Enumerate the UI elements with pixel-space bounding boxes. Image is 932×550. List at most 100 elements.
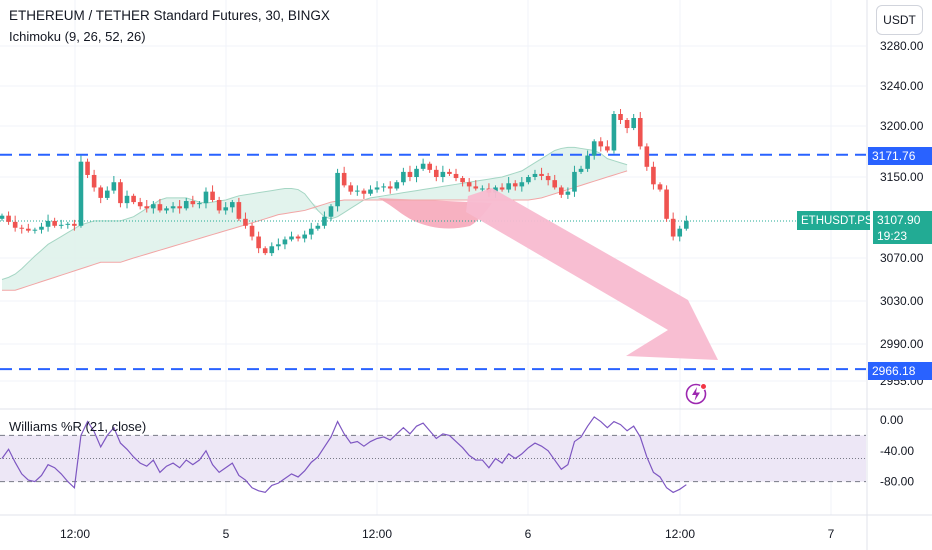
candle-body [210, 191, 215, 200]
candle-body [308, 228, 314, 235]
symbol-tag: ETHUSDT.PS [797, 211, 873, 230]
time-tick-label: 12:00 [362, 527, 392, 541]
williams-r-pane [0, 416, 866, 494]
candle-body [447, 171, 452, 174]
williams-r-legend[interactable]: Williams %R (21, close) [9, 419, 147, 434]
candle-body [335, 172, 340, 207]
wpr-tick-label: -40.00 [880, 444, 914, 458]
candle-body [440, 171, 446, 177]
candle-body [104, 190, 110, 198]
candle-body [578, 168, 584, 172]
time-axis: 12:00 5 12:00 6 12:00 7 [60, 527, 835, 541]
ichimoku-legend[interactable]: Ichimoku (9, 26, 52, 26) [9, 29, 146, 44]
candle-body [276, 244, 281, 247]
candle-body [0, 215, 5, 219]
candle-body [368, 189, 373, 194]
candle-body [111, 182, 117, 191]
candle-body [170, 206, 176, 209]
candle-body [394, 182, 400, 189]
candle-body [72, 223, 77, 226]
candle-body [328, 206, 334, 217]
candle-body [624, 120, 630, 129]
candle-body [414, 168, 419, 177]
time-tick-label: 7 [828, 527, 835, 541]
candle-body [433, 169, 439, 177]
alert-bolt-icon[interactable] [684, 382, 708, 406]
span-b-line [2, 170, 628, 291]
projection-arrow-shape [466, 188, 718, 360]
candle-body [85, 161, 90, 175]
candle-body [256, 236, 261, 249]
candle-body [45, 220, 51, 227]
price-tick-label: 3200.00 [880, 119, 924, 133]
wpr-tick-label: 0.00 [880, 413, 904, 427]
candle-body [39, 226, 44, 230]
candle-body [98, 187, 103, 198]
candle-body [216, 199, 222, 211]
support-price-tag: 2966.18 [868, 362, 932, 380]
candle-body [684, 220, 689, 229]
candle-body [512, 183, 518, 187]
candle-body [164, 208, 169, 211]
candle-body [637, 118, 643, 147]
candle-body [355, 190, 360, 192]
candle-body [282, 239, 288, 245]
candle-body [677, 228, 683, 237]
candle-body [295, 236, 301, 239]
price-tick-label: 3280.00 [880, 39, 924, 53]
chart-title: ETHEREUM / TETHER Standard Futures, 30, … [9, 8, 330, 23]
candle-body [190, 201, 196, 205]
candle-body [131, 195, 136, 203]
candle-body [631, 118, 636, 129]
candle-body [407, 171, 413, 177]
candle-body [499, 187, 505, 190]
candle-body [32, 229, 38, 231]
candle-body [361, 190, 367, 194]
price-tick-label: 3240.00 [880, 79, 924, 93]
candle-body [249, 225, 255, 237]
candle-body [401, 171, 406, 183]
candle-body [230, 202, 235, 208]
candle-body [58, 224, 64, 226]
candle-body [197, 203, 202, 205]
candle-body [374, 187, 380, 190]
candle-body [19, 227, 25, 229]
candle-body [591, 141, 597, 156]
candle-body [565, 191, 571, 195]
candle-body [243, 218, 248, 226]
candle-body [137, 202, 143, 207]
resistance-price-tag: 3171.76 [868, 147, 932, 165]
candle-body [289, 236, 294, 240]
price-tick-label: 2990.00 [880, 337, 924, 351]
candle-body [611, 114, 617, 151]
candle-body [315, 225, 321, 229]
candle-body [657, 184, 663, 190]
price-axis: 3280.00 3240.00 3200.00 3150.00 3070.00 3030.… [880, 39, 924, 489]
candle-body [26, 228, 31, 231]
candle-body [118, 182, 123, 204]
candle-body [387, 186, 393, 189]
wpr-tick-label: -80.00 [880, 475, 914, 489]
time-tick-label: 6 [525, 527, 532, 541]
candle-body [598, 141, 604, 147]
candle-body [322, 216, 327, 226]
candle-body [572, 171, 577, 192]
candle-body [151, 204, 156, 209]
candle-body [670, 218, 676, 237]
currency-button[interactable]: USDT [876, 5, 923, 35]
candle-body [91, 174, 97, 188]
candle-body [519, 182, 525, 187]
projection-arrow [466, 188, 718, 360]
candle-body [6, 215, 11, 222]
candle-body [381, 186, 386, 188]
candle-body [545, 175, 551, 181]
candle-body [78, 161, 84, 226]
last-price-tag: 3107.90 [873, 211, 932, 228]
candle-body [157, 204, 163, 211]
candle-body [124, 195, 130, 204]
candle-body [506, 183, 511, 190]
candle-body [302, 234, 307, 239]
candle-body [144, 206, 150, 209]
candle-body [585, 155, 590, 169]
